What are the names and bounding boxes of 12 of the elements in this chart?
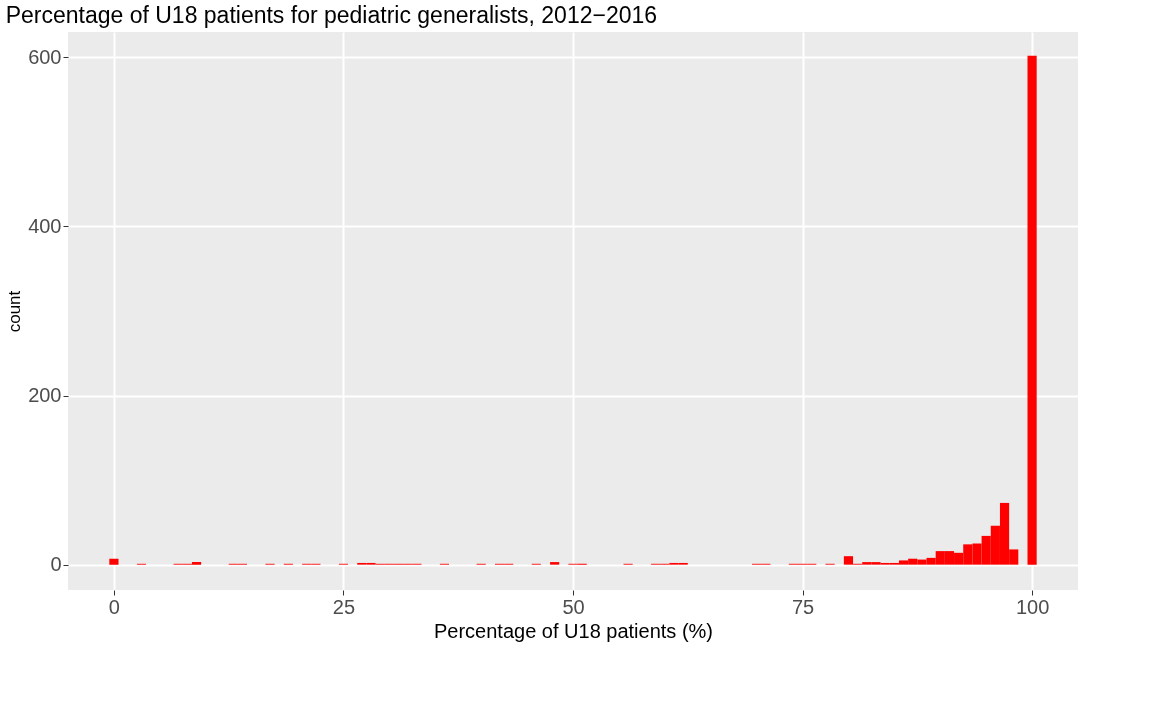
y-tick-label: 0 — [50, 553, 62, 576]
x-tick-label: 100 — [1015, 595, 1050, 618]
y-tick-label: 600 — [28, 45, 62, 68]
chart-title: Percentage of U18 patients for pediatric generalists, 2012−2016 — [5, 2, 658, 28]
x-tick-label: 75 — [791, 595, 815, 618]
x-tick-label: 25 — [332, 595, 356, 618]
y-axis-title: count — [5, 290, 25, 333]
x-axis-title: Percentage of U18 patients (%) — [433, 619, 714, 642]
x-tick-label: 0 — [108, 595, 120, 618]
y-tick-label: 400 — [28, 214, 62, 237]
y-tick-label: 200 — [28, 384, 62, 407]
x-tick-label: 50 — [562, 595, 585, 618]
